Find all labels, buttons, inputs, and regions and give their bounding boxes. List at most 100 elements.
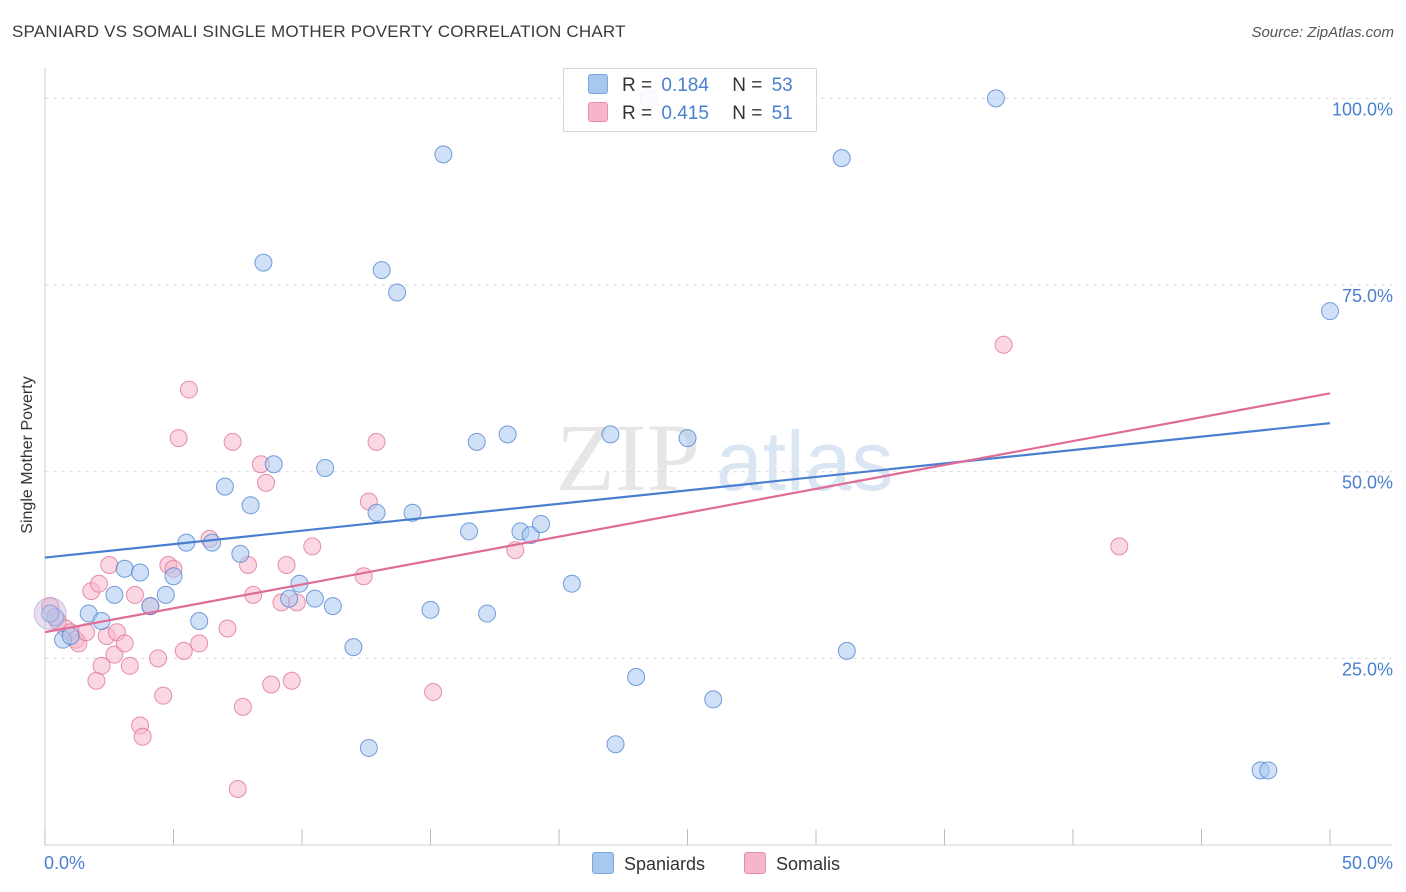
somali-point [218,619,237,638]
spaniard-point [478,604,497,623]
somali-point [228,780,247,799]
somali-point [179,380,198,399]
somalis-trend-line [44,392,1331,634]
bottom-legend-somalis: Somalis [744,852,840,875]
y-tick-label: 25.0% [1342,659,1393,679]
legend-n-label: N = [732,103,763,124]
spaniard-point [460,522,479,541]
spaniard-point [359,738,378,757]
somali-point [115,634,134,653]
spaniard-point [467,432,486,451]
spaniard-point [41,604,60,623]
bottom-legend-swatch-spaniards [592,852,614,874]
somali-point [303,537,322,556]
somali-point [424,682,443,701]
somali-point [92,656,111,675]
spaniard-point [131,563,150,582]
spaniard-point [344,638,363,657]
legend-row-somalis: R = 0.415 N = 51 [588,102,793,124]
spaniard-point [241,496,260,515]
spaniard-point [1321,302,1339,321]
spaniard-point [203,533,222,552]
x-tick-label: 0.0% [44,853,85,873]
spaniard-point [105,585,124,604]
legend-r-label: R = [622,103,653,124]
spaniard-point [521,526,540,545]
spaniard-point [627,668,646,687]
legend-swatch-spaniards [588,74,608,94]
bottom-legend-label-spaniards: Spaniards [624,854,706,874]
spaniard-point [986,89,1005,108]
spaniard-point [1259,761,1278,780]
watermark: ZIP atlas [556,404,893,511]
spaniard-point [264,455,283,474]
spaniard-point [388,283,407,302]
y-tick-label: 75.0% [1342,286,1393,306]
somali-point [89,574,108,593]
bottom-legend-label-somalis: Somalis [776,854,841,874]
spaniard-point [403,503,422,522]
overlap-point-large [33,597,67,631]
spaniard-point [498,425,517,444]
bottom-legend-swatch-somalis [744,852,766,874]
spaniard-point [156,585,175,604]
somali-point [354,567,373,586]
somali-point [262,675,281,694]
gridlines [45,97,1392,659]
legend-r-value: 0.415 [661,103,709,124]
x-tick-label: 50.0% [1342,853,1393,873]
spaniard-point [190,612,209,631]
spaniard-point [421,600,440,619]
spaniard-point [532,514,551,533]
spaniard-point [434,145,453,164]
spaniard-point [562,574,581,593]
bottom-legend-spaniards: Spaniards [592,852,705,875]
y-tick-label: 100.0% [1332,99,1393,119]
somali-point [282,671,301,690]
somali-point [169,429,188,448]
spaniard-point [316,458,335,477]
somali-point [223,432,242,451]
somali-point [154,686,173,705]
legend-r-label: R = [622,75,653,96]
axes [44,68,1392,846]
trend-lines [44,392,1331,634]
spaniard-point [704,690,723,709]
somali-point [190,634,209,653]
legend-n-label: N = [732,75,763,96]
somali-point [367,432,386,451]
spaniard-point [305,589,324,608]
spaniards-trend-line [44,422,1331,559]
spaniard-point [832,149,851,168]
spaniard-point [837,641,856,660]
watermark-zip: ZIP [556,404,700,511]
spaniard-point [215,477,234,496]
spaniard-point [606,735,625,754]
spaniard-point [601,425,620,444]
spaniard-point [678,429,697,448]
y-tick-labels: 25.0% 50.0% 75.0% 100.0% [1332,99,1393,679]
somali-point [174,641,193,660]
spaniard-point [115,559,134,578]
spaniard-point [254,253,273,272]
somali-point [87,671,106,690]
spaniard-point [372,261,391,280]
y-tick-label: 50.0% [1342,473,1393,493]
somali-point [149,649,168,668]
spaniard-point [61,626,80,645]
somali-point [125,585,144,604]
somalis-points [41,335,1129,799]
somali-point [994,335,1013,354]
legend-row-spaniards: R = 0.184 N = 53 [588,74,793,96]
somali-point [1110,537,1129,556]
spaniard-point [323,597,342,616]
somali-point [277,556,296,575]
watermark-atlas: atlas [716,414,893,508]
source-credit: Source: ZipAtlas.com [1251,24,1394,41]
legend-r-value: 0.184 [661,75,709,96]
spaniard-point [164,567,183,586]
chart-title: SPANIARD VS SOMALI SINGLE MOTHER POVERTY… [12,22,626,41]
spaniard-point [231,544,250,563]
spaniard-point [141,597,160,616]
